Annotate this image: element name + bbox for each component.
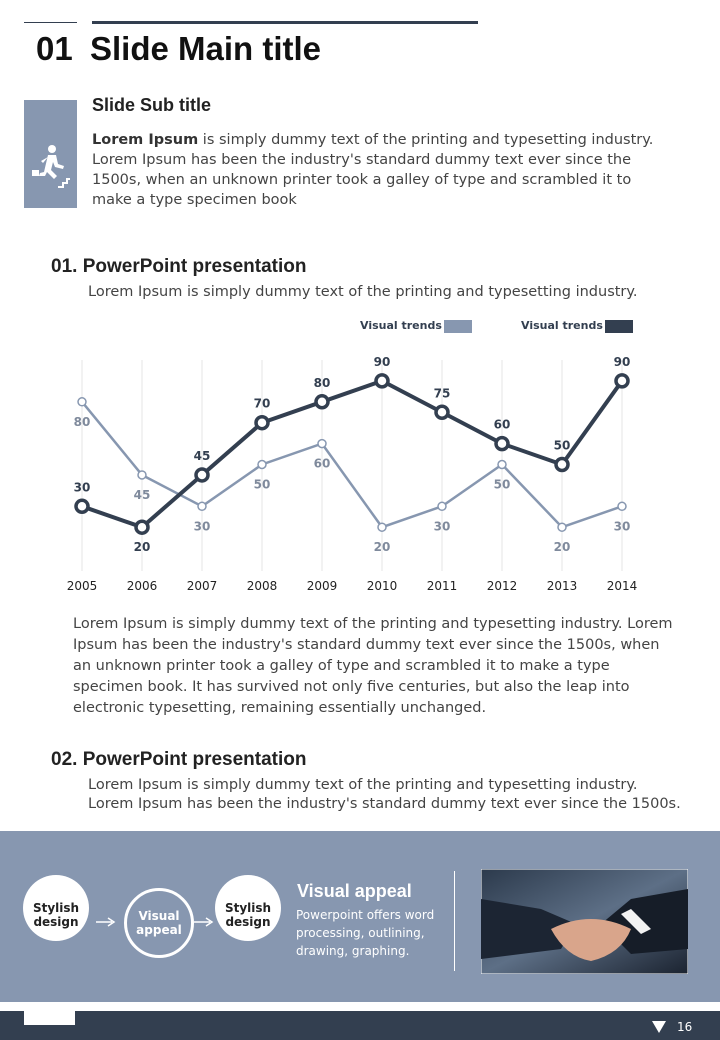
x-tick-label: 2008 xyxy=(247,579,278,593)
data-label: 50 xyxy=(554,439,571,453)
point xyxy=(77,397,87,407)
rule xyxy=(92,21,478,24)
point xyxy=(194,467,210,483)
data-label: 50 xyxy=(254,478,271,492)
legend-label: Visual trends xyxy=(521,319,603,332)
section-heading: 01. PowerPoint presentation xyxy=(51,256,307,277)
point xyxy=(317,438,327,449)
data-label: 80 xyxy=(314,376,331,390)
header-number: 01 xyxy=(36,30,73,67)
section-line: Lorem Ipsum is simply dummy text of the … xyxy=(88,777,638,793)
point xyxy=(377,522,387,532)
x-tick-label: 2010 xyxy=(367,579,398,593)
data-label: 90 xyxy=(614,355,631,369)
point xyxy=(197,501,207,512)
line xyxy=(81,401,623,529)
rule xyxy=(24,22,77,23)
point xyxy=(437,501,447,512)
x-tick-label: 2012 xyxy=(487,579,518,593)
legend-swatch xyxy=(444,320,472,333)
point xyxy=(74,498,90,515)
data-label: 45 xyxy=(134,488,151,502)
point xyxy=(434,404,450,420)
data-label: 90 xyxy=(374,355,391,369)
header-title: Slide Main title xyxy=(90,30,322,67)
data-label: 20 xyxy=(134,540,151,554)
step: Stylish design xyxy=(23,875,89,941)
data-label: 60 xyxy=(494,418,511,432)
data-label: 50 xyxy=(494,478,511,492)
data-label: 60 xyxy=(314,457,331,471)
footer xyxy=(0,1011,720,1040)
banner-title: Visual appeal xyxy=(297,881,412,901)
arrows xyxy=(96,917,214,927)
data-label: 30 xyxy=(194,519,211,533)
banner: Stylish design Visual appeal Stylish des… xyxy=(0,831,720,1002)
photo xyxy=(481,869,688,974)
point xyxy=(614,373,630,389)
x-tick-label: 2009 xyxy=(307,579,338,593)
intro-text: Lorem Ipsum is simply dummy text of the … xyxy=(92,130,672,210)
x-tick-label: 2014 xyxy=(607,579,638,593)
data-label: 20 xyxy=(554,540,571,554)
divider xyxy=(454,871,455,971)
chart: 2005 2006 2007 2008 2009 2010 2011 2012 2013 2014… xyxy=(67,319,638,593)
data-label: 45 xyxy=(194,449,211,463)
x-tick-label: 2006 xyxy=(127,579,158,593)
point xyxy=(497,459,507,470)
intro-body: is simply dummy text of the printing and… xyxy=(92,132,654,208)
legend-swatch xyxy=(605,320,633,333)
point xyxy=(617,501,627,512)
point xyxy=(137,470,147,480)
point xyxy=(134,519,150,535)
point xyxy=(557,522,567,532)
legend-label: Visual trends xyxy=(360,319,442,332)
point xyxy=(257,459,267,470)
footer-tab xyxy=(24,1011,75,1025)
subtitle: Slide Sub title xyxy=(92,95,212,115)
step: Stylish design xyxy=(215,875,281,941)
x-tick-label: 2013 xyxy=(547,579,578,593)
icon-box xyxy=(24,100,77,208)
paragraph: Lorem Ipsum is simply dummy text of the … xyxy=(73,616,673,716)
data-label: 30 xyxy=(74,480,91,494)
point xyxy=(254,414,270,431)
point xyxy=(314,394,330,410)
data-label: 20 xyxy=(374,540,391,554)
section-heading: 02. PowerPoint presentation xyxy=(51,749,307,770)
x-tick-label: 2007 xyxy=(187,579,218,593)
lead: Lorem Ipsum xyxy=(92,132,199,148)
point xyxy=(554,456,570,473)
point xyxy=(494,435,510,452)
section-text: Lorem Ipsum is simply dummy text of the … xyxy=(88,284,638,300)
banner-text: Powerpoint offers word processing, outli… xyxy=(296,908,435,958)
triangle xyxy=(652,1021,666,1033)
data-label: 30 xyxy=(614,519,631,533)
page-number: 16 xyxy=(677,1020,693,1034)
data-label: 75 xyxy=(434,386,451,400)
data-label: 30 xyxy=(434,519,451,533)
step: Visual appeal xyxy=(124,888,194,958)
point xyxy=(374,373,390,389)
x-tick-label: 2005 xyxy=(67,579,98,593)
data-label: 70 xyxy=(254,397,271,411)
line xyxy=(81,378,624,530)
data-label: 80 xyxy=(74,415,91,429)
section-line: Lorem Ipsum has been the industry's stan… xyxy=(88,796,681,812)
x-tick-label: 2011 xyxy=(427,579,458,593)
